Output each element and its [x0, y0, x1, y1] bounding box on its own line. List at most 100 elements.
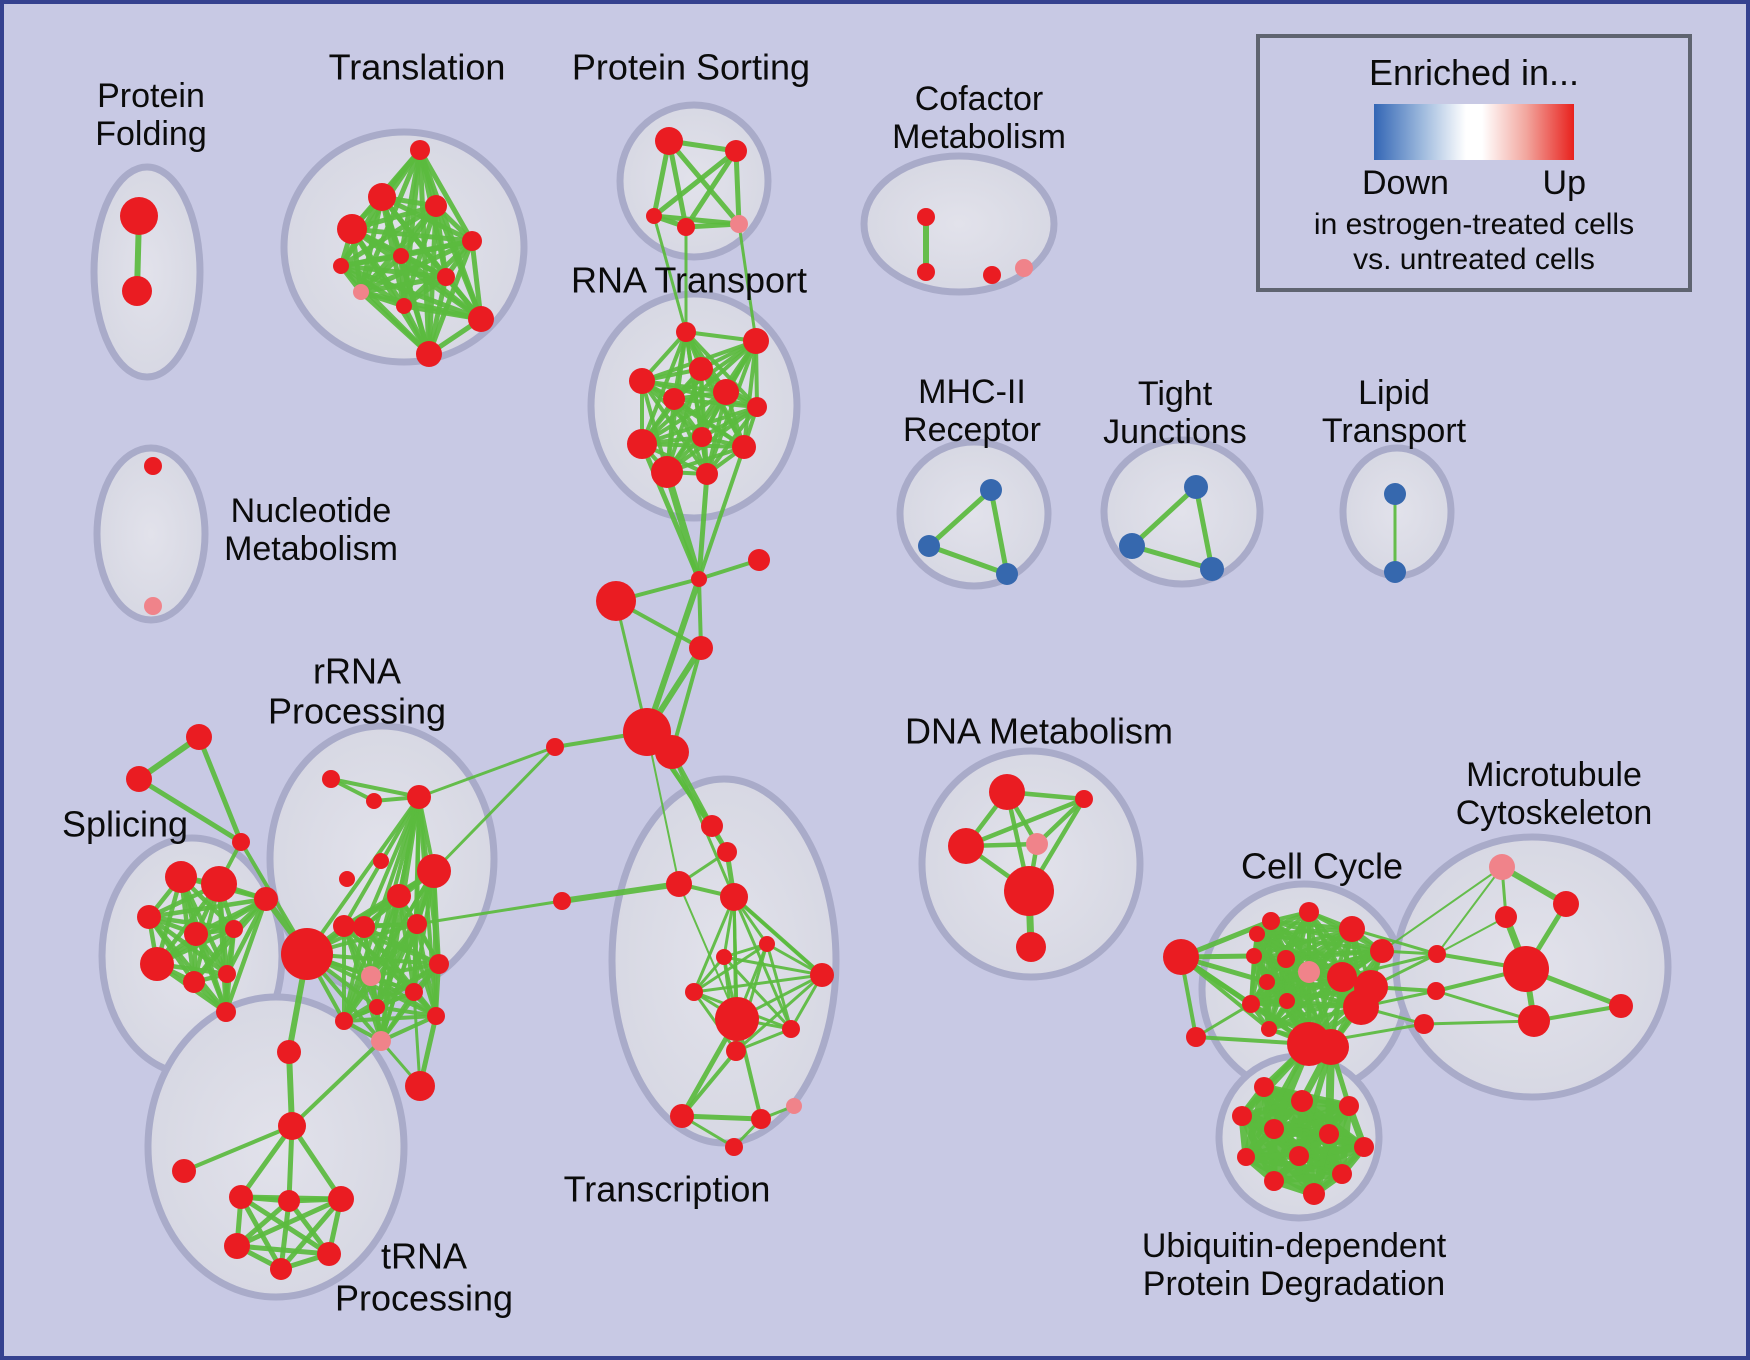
network-node: [983, 266, 1001, 284]
network-node: [1332, 1164, 1352, 1184]
network-edge: [379, 1014, 438, 1043]
network-edge: [338, 263, 449, 280]
network-node: [980, 479, 1002, 501]
network-edge: [234, 1243, 332, 1257]
network-node: [144, 457, 162, 475]
network-node: [328, 1186, 354, 1212]
network-node: [1553, 891, 1579, 917]
network-edge: [683, 148, 739, 230]
network-edge: [398, 253, 484, 322]
network-edge: [182, 1124, 294, 1173]
network-node: [1163, 939, 1199, 975]
network-node: [183, 971, 205, 993]
cluster-label-cofactor-metabolism: Cofactor: [915, 80, 1044, 118]
network-node: [759, 936, 775, 952]
network-node: [651, 456, 683, 488]
network-edge: [1340, 952, 1439, 979]
network-node: [1279, 993, 1295, 1009]
network-node: [371, 1031, 391, 1051]
network-node: [468, 306, 494, 332]
network-edge: [1434, 989, 1536, 1023]
network-node: [1262, 912, 1280, 930]
network-node: [629, 368, 655, 394]
network-edge: [666, 138, 742, 227]
network-edge: [338, 263, 432, 357]
legend-gradient-bar: [1374, 104, 1574, 160]
network-node: [1237, 1148, 1255, 1166]
network-node: [353, 284, 369, 300]
network-node: [1259, 974, 1275, 990]
network-node: [1254, 1077, 1274, 1097]
network-edge: [963, 796, 1087, 849]
network-node: [126, 766, 152, 792]
network-edge: [680, 1049, 738, 1118]
network-node: [546, 738, 564, 756]
network-node: [120, 197, 158, 235]
network-node: [387, 884, 411, 908]
network-edge: [329, 777, 421, 799]
legend-box: Enriched in... Down Up in estrogen-treat…: [1256, 34, 1692, 292]
network-edge: [469, 238, 484, 322]
network-edge: [417, 745, 557, 799]
network-node: [670, 1104, 694, 1128]
network-edge: [278, 1198, 292, 1272]
network-node: [1495, 906, 1517, 928]
network-node: [701, 815, 723, 837]
network-node: [725, 140, 747, 162]
network-edge: [426, 274, 449, 357]
network-node: [1200, 557, 1224, 581]
network-node: [1327, 962, 1357, 992]
network-node: [677, 218, 695, 236]
network-edge: [692, 942, 769, 994]
network-edge: [432, 745, 557, 873]
network-node: [1289, 1146, 1309, 1166]
network-node: [663, 388, 685, 410]
network-edge: [559, 881, 682, 904]
network-node: [1313, 1029, 1349, 1065]
network-node: [1016, 932, 1046, 962]
network-node: [229, 1185, 253, 1209]
cluster-label-splicing: Splicing: [62, 804, 188, 845]
network-edge: [765, 942, 793, 1031]
cluster-label-mhc-ii-receptor: Receptor: [903, 411, 1041, 449]
network-node: [786, 1098, 802, 1114]
network-node: [140, 947, 174, 981]
network-node: [1184, 475, 1208, 499]
network-node: [361, 966, 381, 986]
network-node: [353, 916, 375, 938]
network-node: [1339, 1096, 1359, 1116]
network-node: [1242, 995, 1260, 1013]
network-node: [743, 328, 769, 354]
network-edge: [338, 253, 404, 269]
network-node: [437, 268, 455, 286]
cluster-cofactor-metabolism: [860, 152, 1058, 296]
network-edge: [1255, 927, 1354, 936]
network-edge: [733, 148, 742, 227]
network-node: [1319, 1124, 1339, 1144]
legend-note-line1: in estrogen-treated cells: [1313, 208, 1635, 241]
network-node: [716, 949, 732, 965]
network-edge: [705, 405, 759, 476]
network-node: [1414, 1014, 1434, 1034]
network-node: [186, 724, 212, 750]
network-node: [713, 379, 739, 405]
network-node: [369, 999, 385, 1015]
network-node: [918, 535, 940, 557]
network-edge: [734, 973, 824, 1053]
network-edge: [742, 339, 758, 449]
cluster-label-microtubule-cytoskeleton: Cytoskeleton: [1456, 794, 1653, 832]
network-edge: [692, 990, 738, 1053]
cluster-label-cell-cycle: Cell Cycle: [1241, 846, 1403, 887]
network-node: [732, 435, 756, 459]
network-node: [405, 1071, 435, 1101]
cluster-label-ubiquitin-degradation: Ubiquitin-dependent: [1142, 1227, 1447, 1265]
network-node: [1518, 1005, 1550, 1037]
network-edge: [289, 1123, 344, 1202]
network-node: [717, 842, 737, 862]
network-edge: [338, 263, 407, 309]
network-node: [1232, 1106, 1252, 1126]
network-node: [366, 793, 382, 809]
network-node: [691, 571, 707, 587]
network-edge: [358, 253, 404, 295]
